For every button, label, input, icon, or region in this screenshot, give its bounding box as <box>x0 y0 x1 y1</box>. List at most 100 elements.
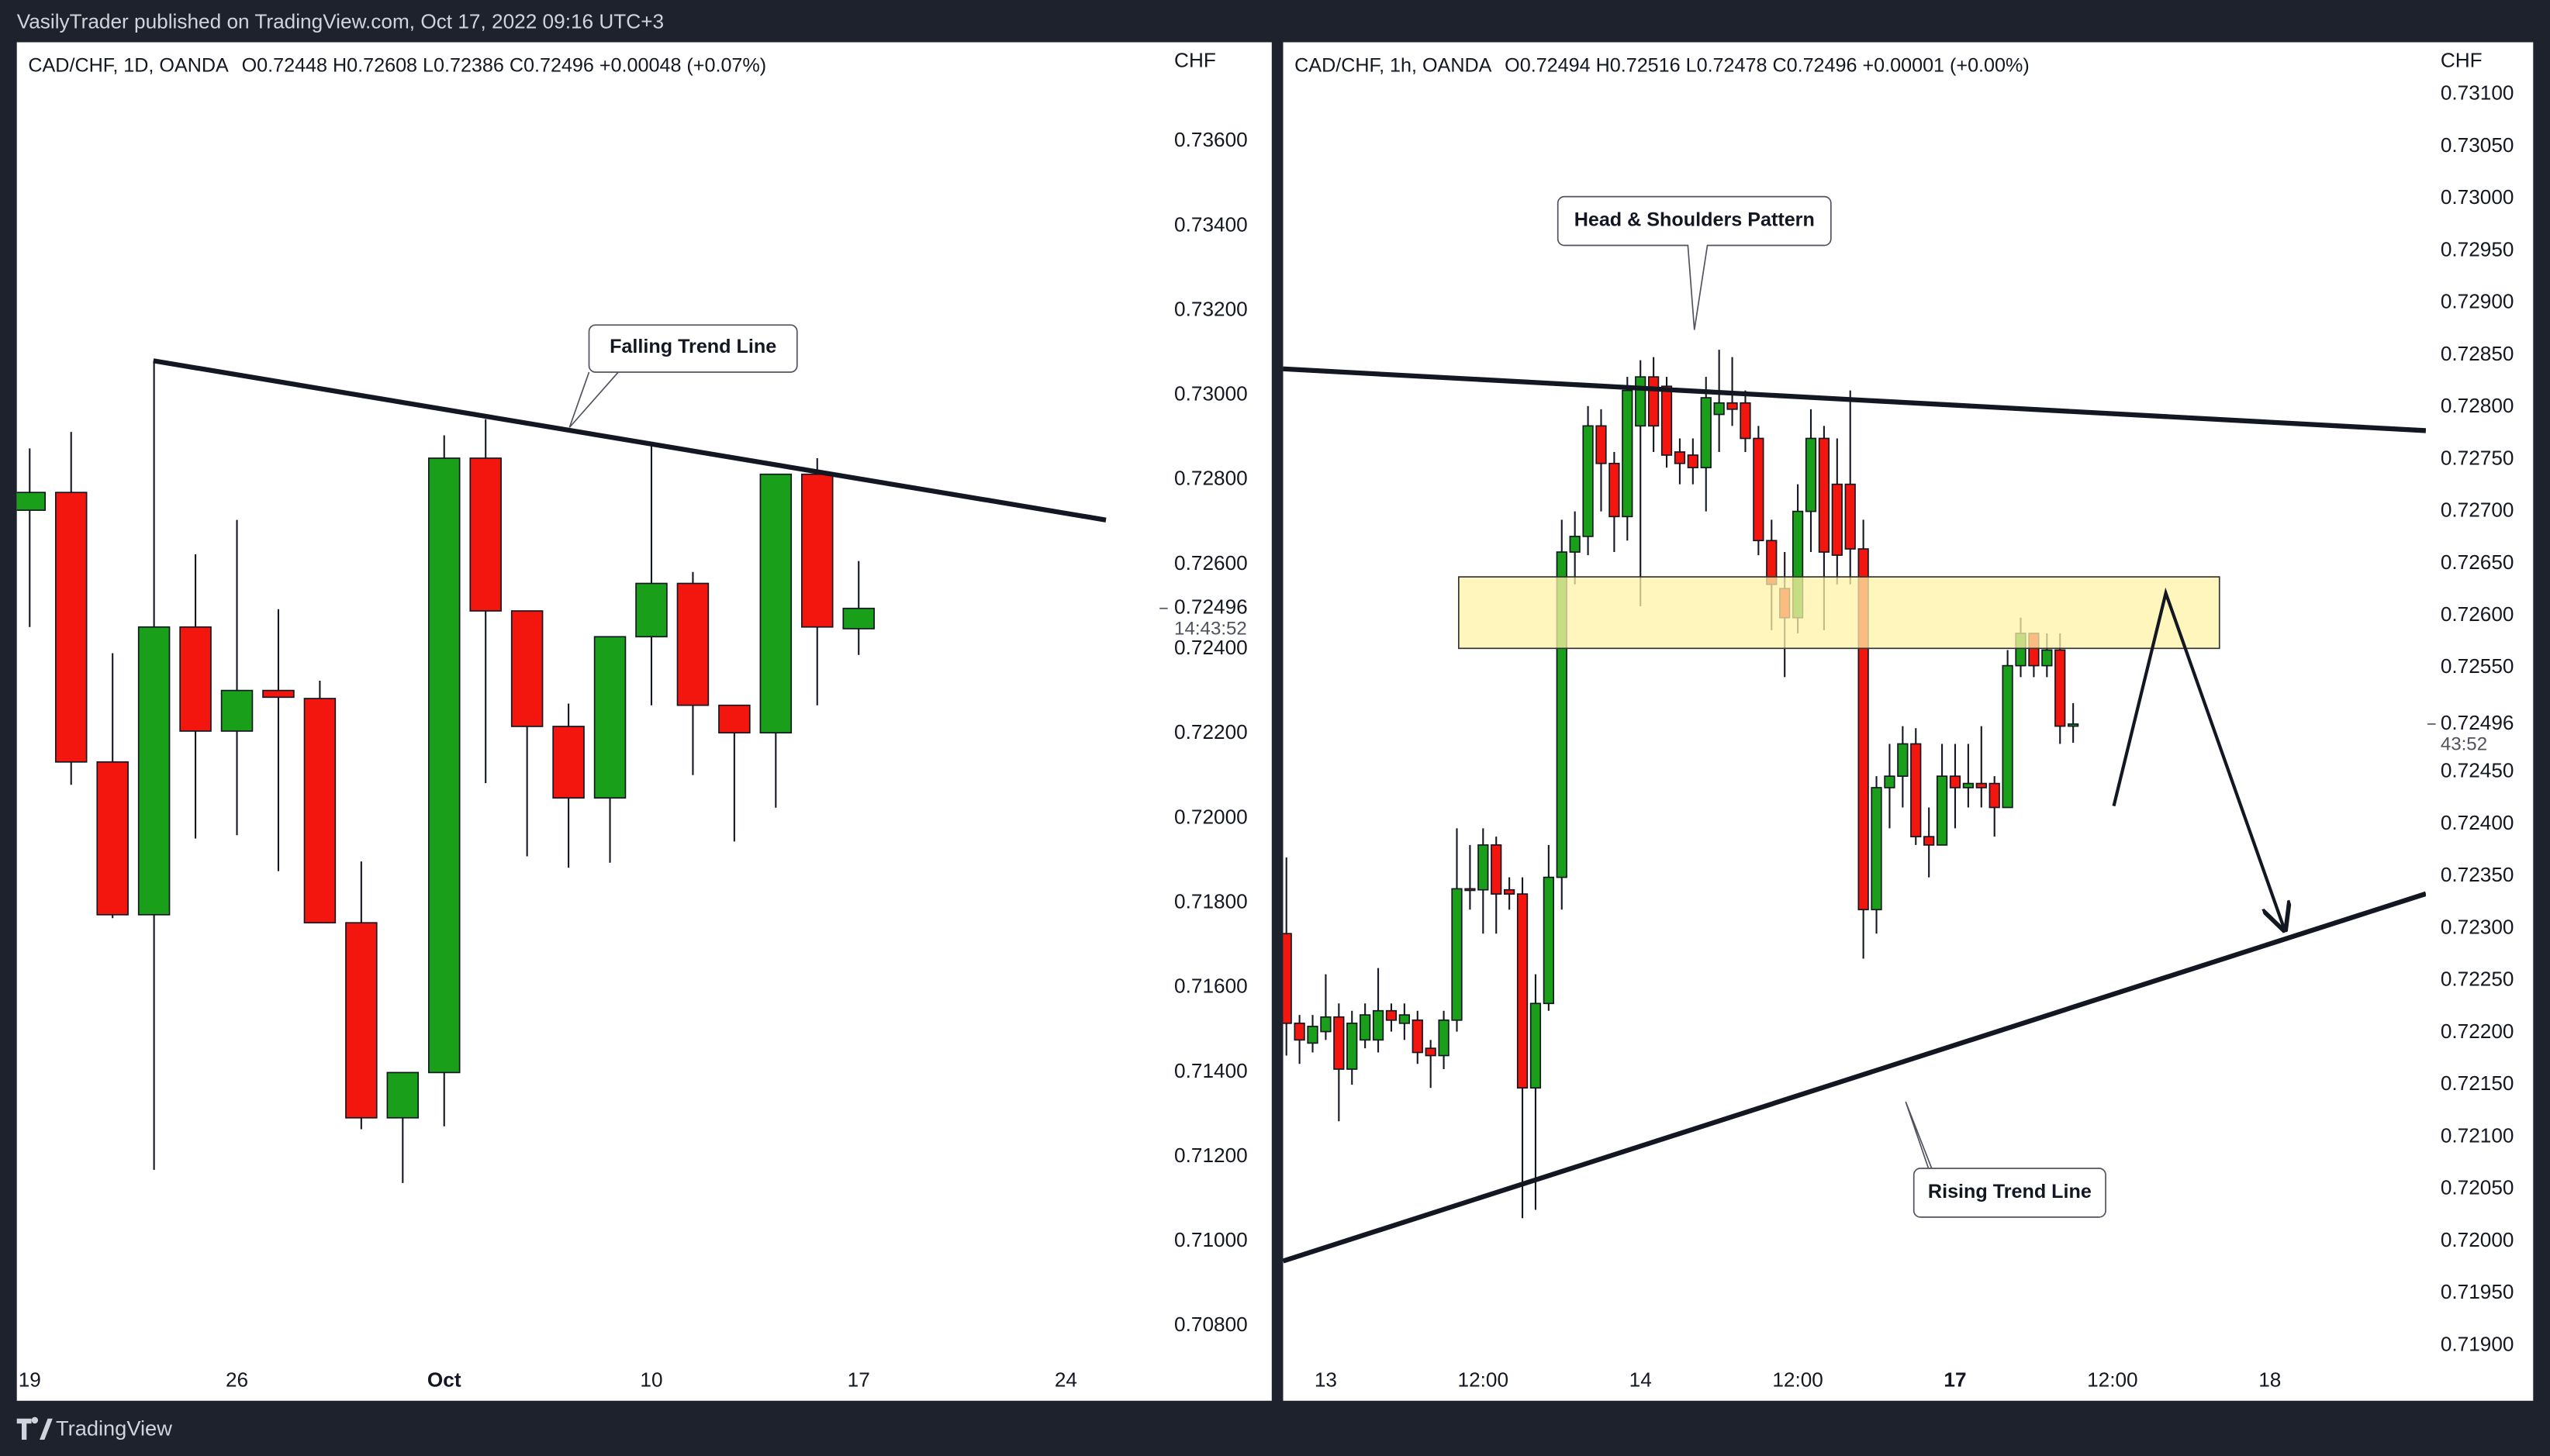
candle-body <box>1936 775 1948 846</box>
candle <box>1477 828 1489 934</box>
candle <box>1740 390 1751 452</box>
candle <box>427 435 461 1127</box>
candle-body <box>137 626 171 916</box>
candle <box>16 448 47 627</box>
candle-body <box>1294 1023 1305 1041</box>
candle <box>1372 968 1384 1053</box>
candle-body <box>220 689 254 732</box>
left-chart: CAD/CHF, 1D, OANDA O0.72448 H0.72608 L0.7… <box>16 49 1248 1392</box>
y-tick-label: 0.72800 <box>2441 394 2514 417</box>
y-tick-label: 0.71200 <box>1174 1144 1248 1167</box>
candle <box>1294 1015 1305 1064</box>
candle-body <box>1989 782 2000 809</box>
y-tick-label: 0.72750 <box>2441 446 2514 469</box>
candle <box>179 554 212 839</box>
candle <box>1438 1010 1449 1070</box>
y-tick-label: 0.71950 <box>2441 1280 2514 1303</box>
candle-body <box>1962 782 1975 788</box>
x-tick-label: 24 <box>1055 1368 1077 1392</box>
candle <box>1936 744 1948 846</box>
candle <box>1346 1010 1358 1085</box>
y-tick-label: 0.70800 <box>1174 1313 1248 1336</box>
candle-body <box>1307 1026 1318 1044</box>
projection-arrow <box>2112 587 2285 930</box>
candle <box>1398 1003 1410 1040</box>
candle-body <box>54 492 88 763</box>
candle-body <box>842 607 875 630</box>
candle <box>1504 877 1515 910</box>
x-tick-label: Oct <box>427 1368 461 1392</box>
candle <box>1818 426 1830 630</box>
candle-body <box>1818 437 1830 553</box>
callout-box <box>568 324 798 428</box>
candle <box>842 561 875 655</box>
candle-body <box>676 582 710 706</box>
candle <box>635 443 668 706</box>
y-tick-label: 0.72150 <box>2441 1071 2514 1095</box>
candle <box>1425 1040 1436 1089</box>
candle <box>1910 728 1922 845</box>
callout-box <box>1557 195 1832 330</box>
y-tick-label: 0.71600 <box>1174 975 1248 998</box>
y-tick-label: 0.71400 <box>1174 1059 1248 1082</box>
candle-body <box>593 636 627 799</box>
candle <box>1283 857 1292 1056</box>
candle-body <box>1491 844 1502 895</box>
candle <box>1360 1003 1371 1049</box>
legend: CAD/CHF, 1D, OANDA <box>28 55 229 77</box>
y-tick-label: 0.73100 <box>2441 81 2514 105</box>
candle-body <box>1360 1014 1371 1041</box>
candle <box>1622 377 1633 541</box>
candle <box>1753 426 1764 556</box>
y-tick-label: 0.73400 <box>1174 212 1248 236</box>
y-tick-label: 0.72200 <box>2441 1020 2514 1043</box>
candle <box>1831 438 1843 585</box>
candle <box>1844 390 1856 585</box>
candle-body <box>1660 385 1673 456</box>
candle-body <box>1700 397 1712 468</box>
candle-body <box>469 457 502 612</box>
candle-body <box>1411 1019 1423 1054</box>
rising-trend-line <box>1283 891 2426 1264</box>
candle <box>1543 844 1554 1011</box>
right-panel <box>1283 42 2534 1401</box>
x-tick-label: 13 <box>1315 1368 1337 1392</box>
candle <box>510 610 544 857</box>
y-tick-label: 0.72350 <box>2441 863 2514 886</box>
y-tick-label: 0.72800 <box>1174 467 1248 490</box>
y-tick-label: 0.72600 <box>2441 602 2514 626</box>
candle-body <box>1923 836 1935 846</box>
candle-body <box>2002 664 2013 809</box>
candle-body <box>386 1071 420 1119</box>
candle-body <box>1608 462 1620 518</box>
candle <box>1595 409 1607 512</box>
candle-body <box>801 473 834 628</box>
candle <box>1805 409 1817 553</box>
plot-area <box>16 361 875 1183</box>
y-tick-label: 0.72050 <box>2441 1176 2514 1199</box>
candle-body <box>179 626 212 732</box>
candle <box>1713 350 1725 452</box>
candle <box>801 457 834 706</box>
y-tick-label: 0.72100 <box>2441 1123 2514 1147</box>
candle-body <box>1582 425 1594 537</box>
footer: TradingView <box>16 1416 172 1440</box>
y-tick-label: 0.72000 <box>1174 805 1248 828</box>
candle-body <box>96 761 129 916</box>
candle <box>345 861 378 1130</box>
callout-box <box>1905 1101 2106 1218</box>
resistance-zone <box>1458 576 2220 650</box>
logo <box>16 1416 53 1440</box>
candle-body <box>1897 743 1909 777</box>
candle <box>718 704 751 842</box>
candle-body <box>1975 782 1987 788</box>
candle <box>1949 744 1961 829</box>
ohlc-values: O0.72494 H0.72516 L0.72478 C0.72496 +0.0… <box>1505 55 2030 77</box>
candle-body <box>1425 1047 1436 1057</box>
candle-body <box>1910 743 1922 837</box>
candle-body <box>1283 933 1292 1024</box>
candle <box>469 419 502 784</box>
y-tick-label: 0.71900 <box>2441 1332 2514 1355</box>
y-tick-label: 0.73200 <box>1174 297 1248 320</box>
candle-body <box>1529 1002 1542 1089</box>
